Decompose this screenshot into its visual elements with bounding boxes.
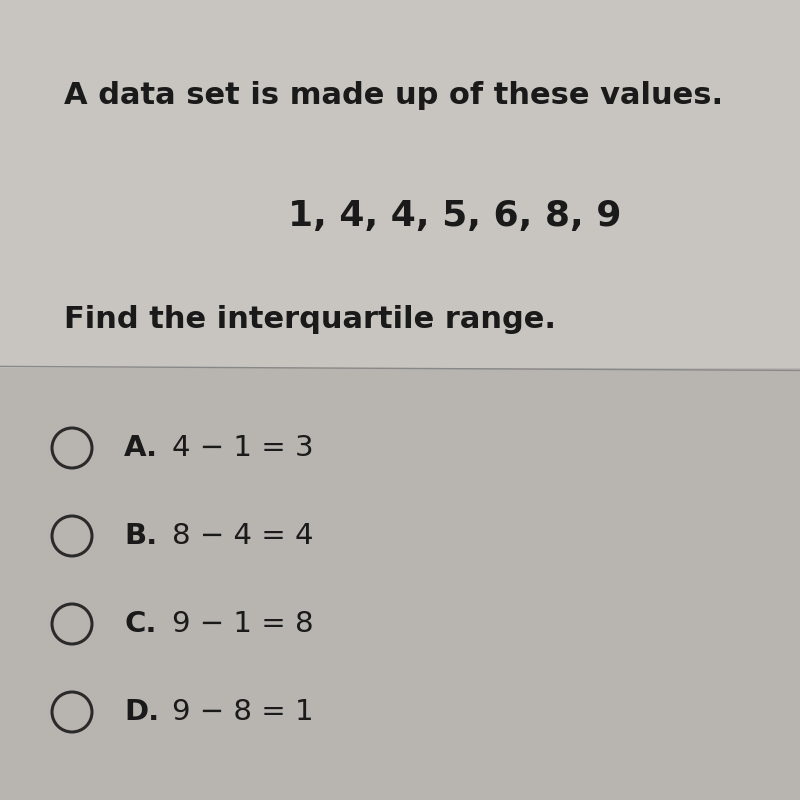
Text: 4 − 1 = 3: 4 − 1 = 3 [172,434,314,462]
Text: 9 − 1 = 8: 9 − 1 = 8 [172,610,314,638]
Text: C.: C. [124,610,157,638]
Text: 8 − 4 = 4: 8 − 4 = 4 [172,522,314,550]
Text: A.: A. [124,434,158,462]
Text: Find the interquartile range.: Find the interquartile range. [64,306,556,334]
Text: 9 − 8 = 1: 9 − 8 = 1 [172,698,314,726]
Text: A data set is made up of these values.: A data set is made up of these values. [64,82,723,110]
Bar [0,0,800,368]
Bar [0,368,800,800]
Text: 1, 4, 4, 5, 6, 8, 9: 1, 4, 4, 5, 6, 8, 9 [288,199,622,233]
Text: D.: D. [124,698,159,726]
Text: B.: B. [124,522,158,550]
